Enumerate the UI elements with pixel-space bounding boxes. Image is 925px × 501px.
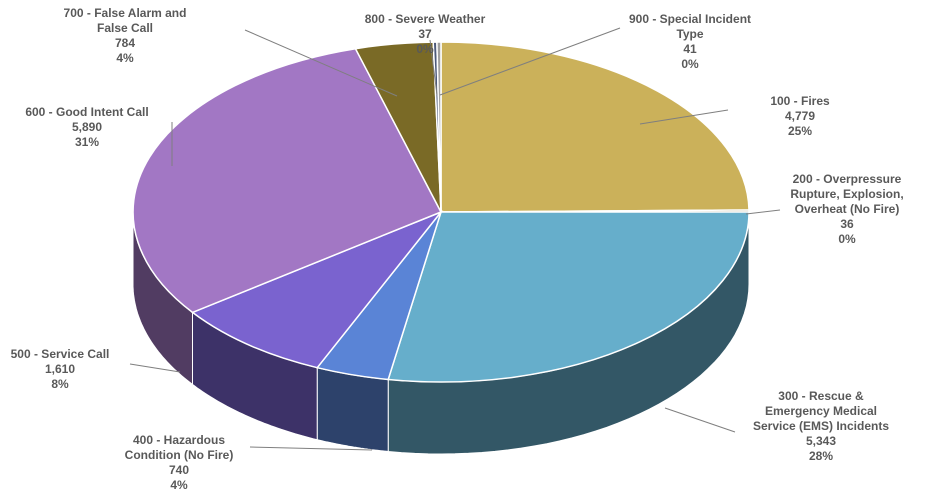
pie-top-faces	[132, 41, 750, 383]
data-label-0-line-2: 25%	[788, 124, 812, 138]
data-label-2-line-3: 5,343	[806, 434, 836, 448]
pie-slice-5	[132, 47, 443, 314]
leader-line-4	[129, 363, 181, 373]
pie-slice-0	[440, 41, 750, 213]
data-label-1-line-2: Overheat (No Fire)	[795, 202, 900, 216]
data-label-4-line-0: 500 - Service Call	[11, 347, 110, 361]
leader-line-6	[244, 29, 398, 97]
data-label-8-line-2: 41	[683, 42, 697, 56]
data-label-0-line-1: 4,779	[785, 109, 815, 123]
data-label-1-line-0: 200 - Overpressure	[793, 172, 902, 186]
data-label-2-line-2: Service (EMS) Incidents	[753, 419, 889, 433]
data-label-3-line-3: 4%	[170, 478, 188, 492]
data-label-2-line-0: 300 - Rescue &	[778, 389, 864, 403]
pie-slice-2	[387, 211, 750, 383]
leader-line-0	[639, 109, 729, 125]
leader-line-7	[429, 39, 438, 96]
data-label-6-line-2: 784	[115, 36, 135, 50]
data-label-5-line-1: 5,890	[72, 120, 102, 134]
data-label-8-line-0: 900 - Special Incident	[629, 12, 751, 26]
leader-lines	[129, 27, 781, 451]
data-label-2-line-1: Emergency Medical	[765, 404, 877, 418]
pie-side-walls	[132, 211, 750, 455]
data-label-2-line-4: 28%	[809, 449, 833, 463]
pie-slice-4	[190, 210, 444, 369]
pie-side-3	[316, 367, 389, 453]
data-label-3-line-1: Condition (No Fire)	[125, 448, 234, 462]
data-label-8-line-1: Type	[676, 27, 703, 41]
data-label-1-line-1: Rupture, Explosion,	[790, 187, 903, 201]
data-label-6-line-1: False Call	[97, 21, 153, 35]
data-label-7-line-2: 0%	[416, 42, 434, 56]
data-label-3-line-2: 740	[169, 463, 189, 477]
data-label-4-line-2: 8%	[51, 377, 69, 391]
data-label-1-line-4: 0%	[838, 232, 856, 246]
pie-slice-8	[436, 41, 442, 213]
data-label-1-line-3: 36	[840, 217, 854, 231]
leader-line-1	[745, 209, 781, 215]
data-label-6-line-3: 4%	[116, 51, 134, 65]
data-label-5-line-2: 31%	[75, 135, 99, 149]
data-label-5-line-0: 600 - Good Intent Call	[25, 105, 148, 119]
data-label-8-line-3: 0%	[681, 57, 699, 71]
data-label-6-line-0: 700 - False Alarm and	[64, 6, 187, 20]
leader-line-3	[249, 446, 373, 451]
data-label-7-line-0: 800 - Severe Weather	[365, 12, 486, 26]
data-label-0-line-0: 100 - Fires	[770, 94, 830, 108]
data-label-3-line-0: 400 - Hazardous	[133, 433, 225, 447]
data-label-7-line-1: 37	[418, 27, 432, 41]
leader-line-2	[664, 407, 736, 433]
leader-line-8	[439, 27, 621, 96]
data-label-4-line-1: 1,610	[45, 362, 75, 376]
